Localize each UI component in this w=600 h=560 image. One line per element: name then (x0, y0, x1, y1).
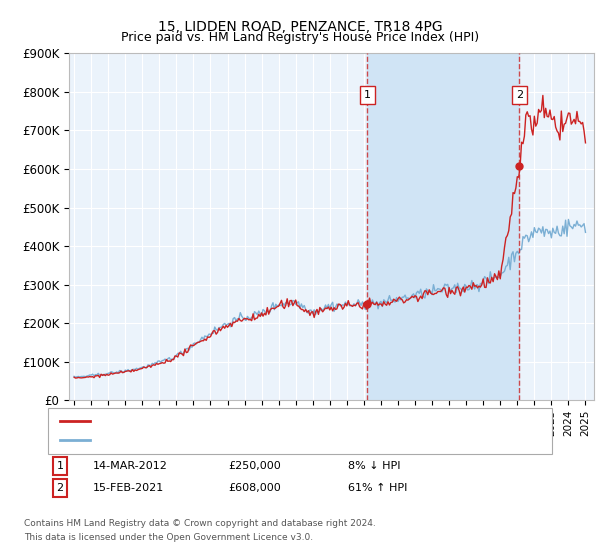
Bar (367, 53, 520, 400)
Text: £608,000: £608,000 (228, 483, 281, 493)
Text: Contains HM Land Registry data © Crown copyright and database right 2024.: Contains HM Land Registry data © Crown c… (24, 519, 376, 528)
Text: 15-FEB-2021: 15-FEB-2021 (93, 483, 164, 493)
Text: 8% ↓ HPI: 8% ↓ HPI (348, 461, 401, 471)
Text: 2: 2 (516, 90, 523, 100)
Text: 15, LIDDEN ROAD, PENZANCE, TR18 4PG (detached house): 15, LIDDEN ROAD, PENZANCE, TR18 4PG (det… (96, 416, 426, 426)
Text: Price paid vs. HM Land Registry's House Price Index (HPI): Price paid vs. HM Land Registry's House … (121, 31, 479, 44)
Text: 1: 1 (364, 90, 371, 100)
Text: 1: 1 (56, 461, 64, 471)
Text: 61% ↑ HPI: 61% ↑ HPI (348, 483, 407, 493)
Text: 15, LIDDEN ROAD, PENZANCE, TR18 4PG: 15, LIDDEN ROAD, PENZANCE, TR18 4PG (158, 20, 442, 34)
Text: HPI: Average price, detached house, Cornwall: HPI: Average price, detached house, Corn… (96, 435, 350, 445)
Text: £250,000: £250,000 (228, 461, 281, 471)
Text: 2: 2 (56, 483, 64, 493)
Text: 14-MAR-2012: 14-MAR-2012 (93, 461, 168, 471)
Text: This data is licensed under the Open Government Licence v3.0.: This data is licensed under the Open Gov… (24, 533, 313, 542)
